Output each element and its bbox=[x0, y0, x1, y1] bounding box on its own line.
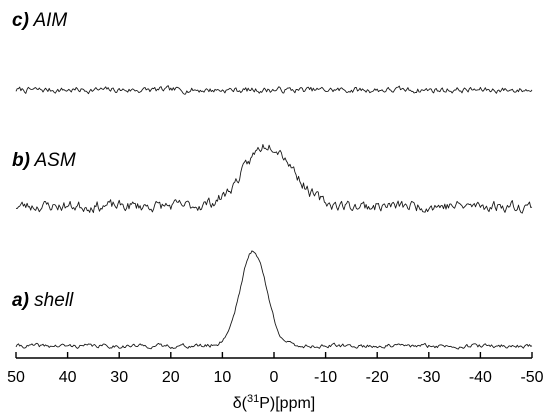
spectrum-trace-b-asm bbox=[15, 144, 533, 214]
x-tick-label-7: -20 bbox=[366, 369, 389, 386]
x-axis-title: δ(31P)[ppm] bbox=[233, 393, 316, 412]
spectrum-trace-a-shell bbox=[15, 250, 533, 350]
panel-letter-c: c) bbox=[12, 10, 29, 31]
panel-label-c: c) AIM bbox=[12, 10, 67, 31]
x-axis-title-superscript: 31 bbox=[247, 393, 259, 405]
x-tick-label-4: 10 bbox=[214, 369, 232, 386]
x-tick-label-5: 0 bbox=[270, 369, 279, 386]
x-tick-label-1: 40 bbox=[59, 369, 77, 386]
panel-letter-a: a) bbox=[12, 290, 29, 311]
x-axis-title-prefix: δ( bbox=[233, 395, 248, 412]
x-tick-label-8: -30 bbox=[417, 369, 440, 386]
x-tick-label-3: 20 bbox=[162, 369, 180, 386]
x-tick-label-2: 30 bbox=[110, 369, 128, 386]
panel-name-a: shell bbox=[29, 290, 74, 311]
x-tick-label-9: -40 bbox=[469, 369, 492, 386]
panel-label-b: b) ASM bbox=[12, 150, 76, 171]
spectrum-trace-c-aim bbox=[15, 85, 533, 95]
x-tick-label-10: -50 bbox=[520, 369, 543, 386]
x-axis-ticks: 50 40 30 20 10 0 -10 -20 -30 -40 -50 bbox=[7, 352, 544, 386]
panel-name-b: ASM bbox=[30, 150, 76, 171]
panel-name-c: AIM bbox=[29, 10, 68, 31]
x-tick-label-6: -10 bbox=[314, 369, 337, 386]
panel-label-a: a) shell bbox=[12, 290, 74, 311]
x-axis-title-suffix: P)[ppm] bbox=[259, 395, 315, 412]
x-tick-label-0: 50 bbox=[7, 369, 25, 386]
panel-letter-b: b) bbox=[12, 150, 30, 171]
